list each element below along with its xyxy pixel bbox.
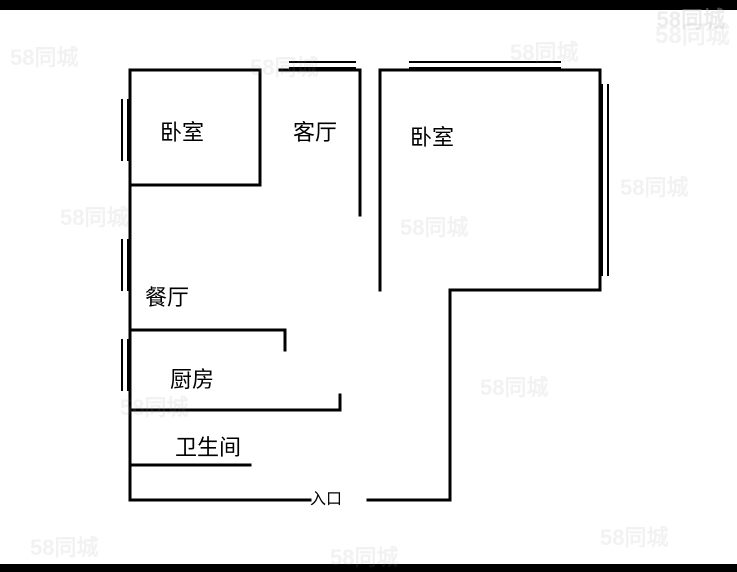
floorplan-svg — [0, 10, 737, 564]
floorplan-canvas: 卧室 客厅 卧室 餐厅 厨房 卫生间 入口 58同城58同城58同城58同城58… — [0, 10, 737, 564]
label-bedroom-right: 卧室 — [410, 120, 454, 152]
watermark-header: 58同城 — [657, 2, 725, 34]
label-living-room: 客厅 — [293, 115, 337, 147]
label-entrance: 入口 — [310, 485, 342, 509]
label-kitchen: 厨房 — [170, 362, 214, 394]
label-dining-room: 餐厅 — [145, 280, 189, 312]
label-bathroom: 卫生间 — [175, 430, 241, 462]
label-bedroom-left: 卧室 — [160, 115, 204, 147]
